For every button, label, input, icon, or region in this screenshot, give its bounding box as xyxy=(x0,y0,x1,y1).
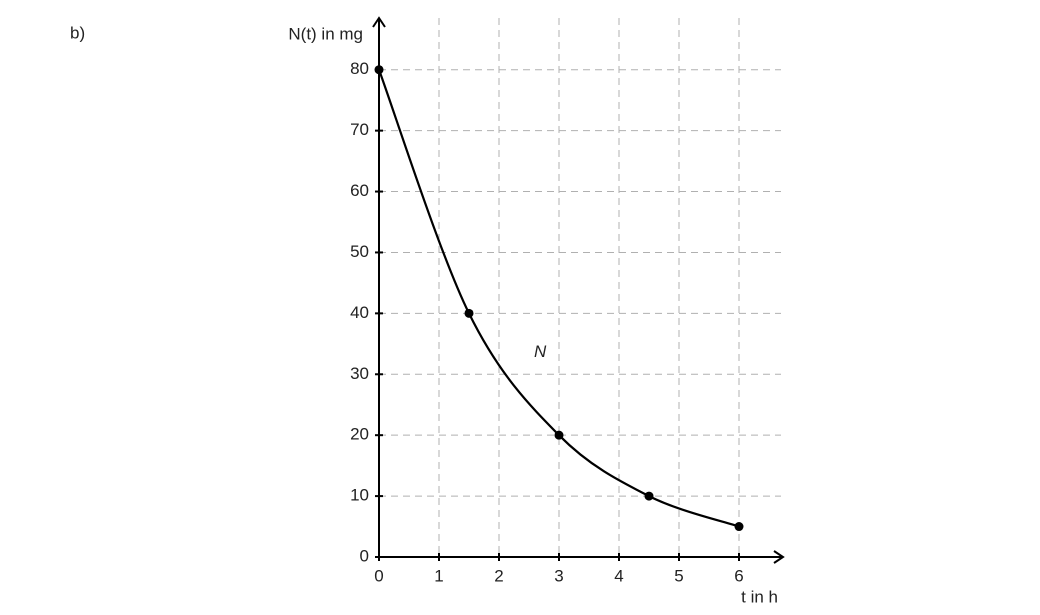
y-tick-label: 10 xyxy=(350,486,369,505)
x-tick-label: 3 xyxy=(554,566,563,585)
point xyxy=(644,491,654,501)
x-tick-label: 6 xyxy=(734,566,743,585)
x-tick-label: 1 xyxy=(434,566,443,585)
x-axis-label: t in h xyxy=(741,587,778,606)
part-label: b) xyxy=(70,23,85,42)
x-axis-arrow xyxy=(773,550,785,564)
point xyxy=(734,522,744,532)
y-tick-label: 50 xyxy=(350,242,369,261)
curve xyxy=(377,69,740,528)
x-tick-label: 4 xyxy=(614,566,623,585)
point xyxy=(554,430,564,440)
x-tick-label: 0 xyxy=(374,566,383,585)
x-tick-label: 5 xyxy=(674,566,683,585)
y-tick-label: 30 xyxy=(350,364,369,383)
point xyxy=(464,308,474,318)
y-tick-label: 60 xyxy=(350,181,369,200)
y-axis-arrow xyxy=(372,16,386,28)
y-tick-label: 20 xyxy=(350,425,369,444)
x-tick-label: 2 xyxy=(494,566,503,585)
point xyxy=(374,65,384,75)
y-tick-label: 80 xyxy=(350,59,369,78)
y-tick-label: 40 xyxy=(350,303,369,322)
y-tick-label: 0 xyxy=(360,546,369,565)
y-tick-label: 70 xyxy=(350,120,369,139)
curve-label: N xyxy=(534,342,547,361)
y-axis-label: N(t) in mg xyxy=(288,24,363,43)
